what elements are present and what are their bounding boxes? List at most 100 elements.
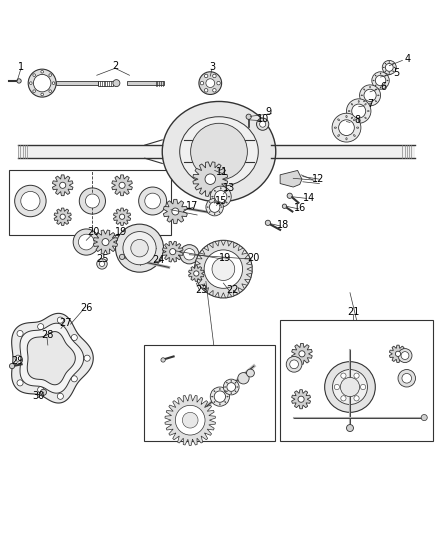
Ellipse shape — [235, 382, 236, 383]
Circle shape — [120, 214, 125, 220]
Circle shape — [170, 248, 176, 255]
Circle shape — [286, 357, 302, 372]
Ellipse shape — [394, 67, 395, 68]
Ellipse shape — [358, 120, 359, 122]
Circle shape — [161, 358, 165, 362]
Text: 29: 29 — [11, 356, 24, 366]
Circle shape — [123, 231, 156, 265]
Circle shape — [73, 229, 99, 255]
Circle shape — [38, 386, 44, 393]
Polygon shape — [27, 332, 75, 385]
Ellipse shape — [219, 403, 220, 405]
Circle shape — [283, 204, 287, 208]
Circle shape — [145, 193, 160, 209]
Circle shape — [116, 224, 163, 272]
Text: 3: 3 — [209, 61, 215, 71]
Circle shape — [52, 82, 55, 84]
Circle shape — [180, 245, 199, 264]
Circle shape — [172, 208, 179, 215]
Text: 8: 8 — [354, 115, 360, 125]
Ellipse shape — [346, 115, 347, 118]
Circle shape — [119, 182, 125, 188]
Circle shape — [102, 239, 109, 246]
Ellipse shape — [226, 190, 227, 191]
Ellipse shape — [380, 87, 381, 88]
Ellipse shape — [370, 103, 371, 104]
Ellipse shape — [364, 101, 365, 102]
Ellipse shape — [365, 117, 366, 119]
Circle shape — [120, 254, 125, 260]
Circle shape — [396, 351, 401, 357]
Bar — [144, 345, 275, 441]
Ellipse shape — [235, 391, 236, 392]
Circle shape — [227, 383, 236, 391]
Text: 5: 5 — [393, 68, 399, 78]
Text: 21: 21 — [347, 307, 360, 317]
Circle shape — [398, 349, 412, 362]
Circle shape — [401, 352, 409, 359]
Circle shape — [372, 72, 389, 89]
Ellipse shape — [348, 110, 350, 111]
Text: 19: 19 — [115, 227, 127, 237]
Text: 23: 23 — [195, 285, 208, 295]
Ellipse shape — [351, 117, 353, 119]
Polygon shape — [20, 323, 84, 393]
Circle shape — [184, 248, 195, 260]
Ellipse shape — [214, 214, 215, 215]
Circle shape — [139, 187, 166, 215]
Polygon shape — [162, 241, 183, 262]
Ellipse shape — [231, 392, 232, 394]
Polygon shape — [389, 345, 406, 362]
Ellipse shape — [214, 199, 215, 201]
Circle shape — [205, 74, 208, 78]
Circle shape — [210, 387, 230, 406]
Circle shape — [346, 99, 371, 123]
Circle shape — [40, 389, 46, 395]
Ellipse shape — [385, 75, 386, 76]
Ellipse shape — [353, 119, 355, 121]
Polygon shape — [53, 175, 73, 196]
Circle shape — [131, 239, 148, 257]
Circle shape — [246, 114, 251, 119]
Circle shape — [49, 74, 52, 76]
Polygon shape — [280, 171, 302, 187]
Text: 1: 1 — [18, 61, 24, 71]
Polygon shape — [194, 240, 252, 298]
Circle shape — [210, 186, 231, 207]
Ellipse shape — [219, 201, 220, 203]
Circle shape — [325, 362, 375, 413]
Ellipse shape — [212, 396, 213, 397]
Circle shape — [213, 74, 216, 78]
Polygon shape — [165, 395, 215, 446]
Ellipse shape — [214, 202, 215, 203]
Circle shape — [382, 60, 396, 75]
Circle shape — [334, 384, 339, 390]
Circle shape — [402, 374, 412, 383]
Bar — [10, 171, 171, 235]
Ellipse shape — [226, 382, 227, 383]
Circle shape — [206, 198, 223, 216]
Text: 20: 20 — [87, 228, 99, 237]
Circle shape — [113, 79, 120, 87]
Polygon shape — [113, 208, 131, 225]
Circle shape — [78, 234, 94, 250]
Circle shape — [385, 63, 393, 71]
Ellipse shape — [393, 71, 394, 72]
Text: 25: 25 — [97, 254, 109, 264]
Polygon shape — [112, 175, 132, 196]
Ellipse shape — [387, 80, 388, 81]
Bar — [18, 145, 162, 158]
Bar — [272, 145, 416, 158]
Text: 20: 20 — [247, 253, 259, 263]
Ellipse shape — [338, 135, 339, 136]
Circle shape — [352, 104, 366, 118]
Circle shape — [206, 79, 215, 87]
Circle shape — [360, 85, 381, 106]
Circle shape — [217, 82, 220, 85]
Text: 9: 9 — [266, 107, 272, 117]
Circle shape — [200, 82, 204, 85]
Polygon shape — [12, 313, 93, 403]
Circle shape — [194, 240, 252, 298]
Circle shape — [33, 90, 35, 92]
Circle shape — [214, 391, 226, 402]
